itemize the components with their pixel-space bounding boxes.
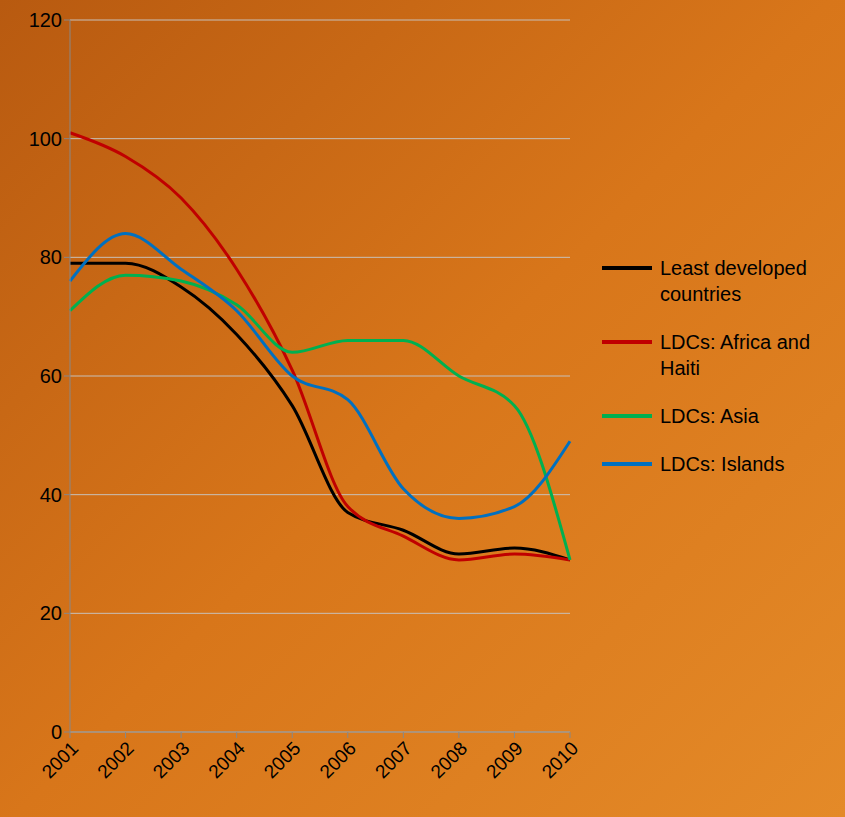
svg-text:80: 80	[40, 246, 62, 268]
svg-text:2005: 2005	[260, 738, 305, 783]
svg-text:0: 0	[51, 721, 62, 743]
svg-text:2007: 2007	[371, 738, 416, 783]
svg-text:120: 120	[29, 9, 62, 31]
svg-text:2002: 2002	[93, 738, 138, 783]
html-text:LDCs: Africa and Haiti: LDCs: Africa and Haiti	[660, 331, 811, 379]
svg-text:2006: 2006	[315, 738, 360, 783]
html-text:LDCs: Asia: LDCs: Asia	[660, 405, 759, 427]
svg-text:60: 60	[40, 365, 62, 387]
html-text:LDCs: Islands: LDCs: Islands	[660, 453, 785, 475]
svg-text:2001: 2001	[38, 738, 83, 783]
svg-text:2008: 2008	[427, 738, 472, 783]
svg-text:2004: 2004	[204, 737, 249, 782]
svg-text:20: 20	[40, 602, 62, 624]
svg-text:2003: 2003	[149, 738, 194, 783]
svg-text:40: 40	[40, 484, 62, 506]
html-text:Least developed countries: Least developed countries	[660, 257, 807, 305]
svg-text:2009: 2009	[482, 738, 527, 783]
svg-text:100: 100	[29, 128, 62, 150]
svg-text:2010: 2010	[538, 738, 583, 783]
